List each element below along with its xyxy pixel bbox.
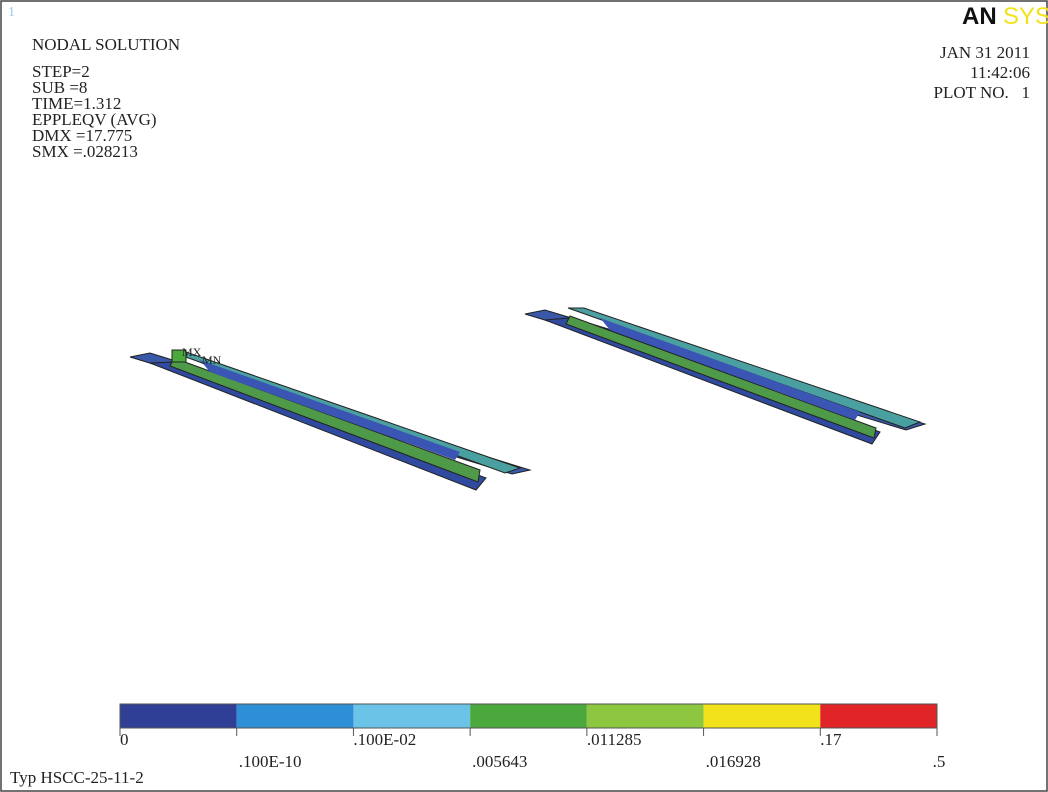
legend-label: .100E-02 (353, 730, 416, 749)
color-band (704, 704, 821, 728)
legend-label: .17 (820, 730, 842, 749)
frame (1, 1, 1047, 791)
legend-label: .005643 (472, 752, 527, 771)
plot-window: 1 NODAL SOLUTION STEP=2SUB =8TIME=1.312E… (0, 0, 1048, 792)
color-band (820, 704, 937, 728)
title: NODAL SOLUTION (32, 35, 180, 54)
window-number: 1 (8, 5, 15, 20)
logo-an: AN (962, 3, 997, 30)
color-band (120, 704, 237, 728)
max-marker: MX (182, 345, 202, 359)
legend-label: .100E-10 (239, 752, 302, 771)
legend-label: .011285 (587, 730, 642, 749)
header-line: SMX =.028213 (32, 142, 138, 161)
plot-number: PLOT NO. 1 (934, 83, 1031, 102)
legend-label: .5 (933, 752, 946, 771)
logo-sys: SYS (1003, 3, 1048, 30)
time: 11:42:06 (970, 63, 1030, 82)
legend-label: .016928 (706, 752, 761, 771)
color-band (587, 704, 704, 728)
footer: Typ HSCC-25-11-2 (10, 768, 144, 787)
color-band (470, 704, 587, 728)
color-band (353, 704, 470, 728)
legend-label: 0 (120, 730, 129, 749)
color-band (237, 704, 354, 728)
min-marker: MN (202, 353, 222, 367)
date: JAN 31 2011 (940, 43, 1030, 62)
